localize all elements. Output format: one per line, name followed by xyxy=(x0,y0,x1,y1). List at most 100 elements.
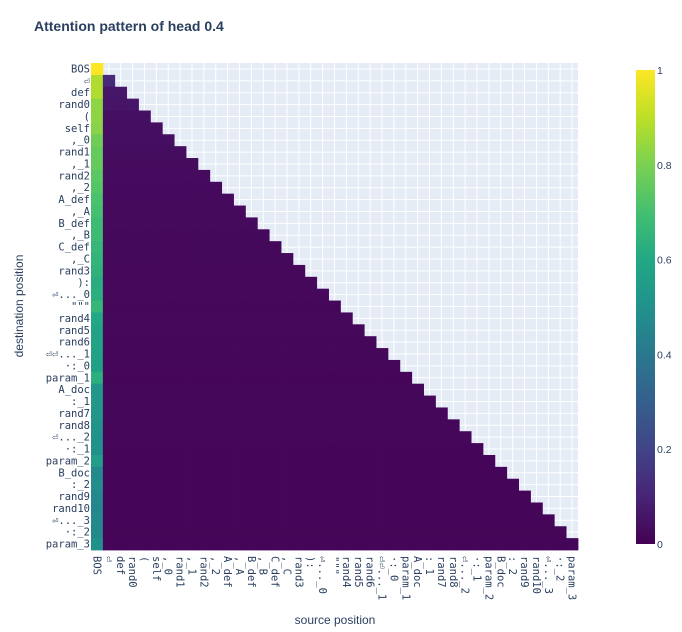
heatmap-cell xyxy=(114,431,128,444)
heatmap-cell xyxy=(174,158,187,171)
x-tick-label: rand5 xyxy=(352,556,364,588)
heatmap-cell xyxy=(328,395,341,408)
heatmap-cell xyxy=(257,276,270,290)
heatmap-cell xyxy=(316,359,329,373)
heatmap-cell xyxy=(269,490,282,503)
heatmap-cell xyxy=(209,526,223,539)
heatmap-cell xyxy=(459,526,472,539)
heatmap-cell xyxy=(138,395,151,408)
heatmap-cell xyxy=(257,241,270,254)
heatmap-cell xyxy=(91,276,104,290)
heatmap-cell xyxy=(399,454,413,468)
heatmap-cell xyxy=(209,490,223,503)
heatmap-cell xyxy=(91,86,104,100)
heatmap-cell xyxy=(126,502,139,515)
heatmap-cell xyxy=(364,336,377,349)
heatmap-cell xyxy=(186,158,199,171)
heatmap-cell xyxy=(292,300,306,313)
heatmap-cell xyxy=(435,443,448,456)
heatmap-cell xyxy=(411,454,424,468)
heatmap-cell xyxy=(257,407,270,420)
heatmap-cell xyxy=(245,466,258,480)
heatmap-cell xyxy=(352,538,365,551)
heatmap-cell xyxy=(328,312,341,325)
heatmap-cell xyxy=(102,454,116,468)
heatmap-cell xyxy=(423,478,436,492)
heatmap-cell xyxy=(340,490,353,503)
heatmap-cell xyxy=(197,526,211,539)
heatmap-cell xyxy=(269,395,282,408)
y-tick-label: A_def xyxy=(58,194,90,206)
heatmap-cell xyxy=(138,526,151,539)
heatmap-cell xyxy=(102,312,116,325)
y-tick-label: def xyxy=(71,87,90,99)
heatmap-cell xyxy=(340,407,353,420)
y-tick-label: ·:_2 xyxy=(65,527,90,539)
heatmap-cell xyxy=(269,371,282,385)
heatmap-cell xyxy=(150,443,163,456)
heatmap-cell xyxy=(221,312,234,325)
heatmap-cell xyxy=(221,454,234,468)
heatmap-cell xyxy=(506,538,520,551)
heatmap-cell xyxy=(376,395,389,408)
heatmap-cell xyxy=(376,359,389,373)
heatmap-cell xyxy=(423,395,436,408)
heatmap-cell xyxy=(245,443,258,456)
y-tick-label: ): xyxy=(77,277,90,289)
heatmap-cell xyxy=(186,443,199,456)
heatmap-cell xyxy=(209,253,223,266)
heatmap-cell xyxy=(233,253,246,266)
heatmap-cell xyxy=(328,407,341,420)
y-tick-label: self xyxy=(65,123,90,135)
heatmap-cell xyxy=(376,443,389,456)
heatmap-cell xyxy=(387,478,401,492)
heatmap-cell xyxy=(174,264,187,278)
heatmap-cell xyxy=(174,217,187,230)
heatmap-cell xyxy=(376,466,389,480)
heatmap-cell xyxy=(518,502,531,515)
heatmap-cell xyxy=(328,336,341,349)
heatmap-cell xyxy=(376,407,389,420)
heatmap-cell xyxy=(150,502,163,515)
heatmap-cells xyxy=(91,63,579,551)
heatmap-cell xyxy=(221,443,234,456)
heatmap-cell xyxy=(174,276,187,290)
heatmap-cell xyxy=(186,300,199,313)
heatmap-cell xyxy=(304,312,318,325)
heatmap-cell xyxy=(494,478,508,492)
heatmap-cell xyxy=(399,502,413,515)
heatmap-cell xyxy=(150,336,163,349)
heatmap-cell xyxy=(114,336,128,349)
heatmap-cell xyxy=(328,383,341,396)
heatmap-cell xyxy=(186,348,199,361)
heatmap-cell xyxy=(387,371,401,385)
heatmap-cell xyxy=(340,538,353,551)
heatmap-cell xyxy=(447,526,460,539)
heatmap-cell xyxy=(352,490,365,503)
heatmap-cell xyxy=(138,478,151,492)
y-tick-label: rand4 xyxy=(58,313,90,325)
heatmap-cell xyxy=(186,526,199,539)
heatmap-cell xyxy=(102,371,116,385)
heatmap-cell xyxy=(328,359,341,373)
heatmap-cell xyxy=(292,478,306,492)
x-tick-label: ,_C xyxy=(280,556,292,575)
heatmap-cell xyxy=(197,383,211,396)
heatmap-cell xyxy=(471,478,484,492)
x-tick-label: """ xyxy=(328,556,340,575)
heatmap-cell xyxy=(257,466,270,480)
heatmap-cell xyxy=(174,443,187,456)
heatmap-cell xyxy=(162,146,175,159)
heatmap-cell xyxy=(506,478,520,492)
heatmap-cell xyxy=(186,431,199,444)
heatmap-cell xyxy=(150,359,163,373)
heatmap-cell xyxy=(482,454,496,468)
heatmap-cell xyxy=(423,502,436,515)
heatmap-cell xyxy=(269,336,282,349)
heatmap-cell xyxy=(518,526,531,539)
heatmap-cell xyxy=(233,419,246,432)
heatmap-cell xyxy=(233,454,246,468)
heatmap-cell xyxy=(126,454,139,468)
heatmap-cell xyxy=(435,419,448,432)
heatmap-cell xyxy=(482,526,496,539)
